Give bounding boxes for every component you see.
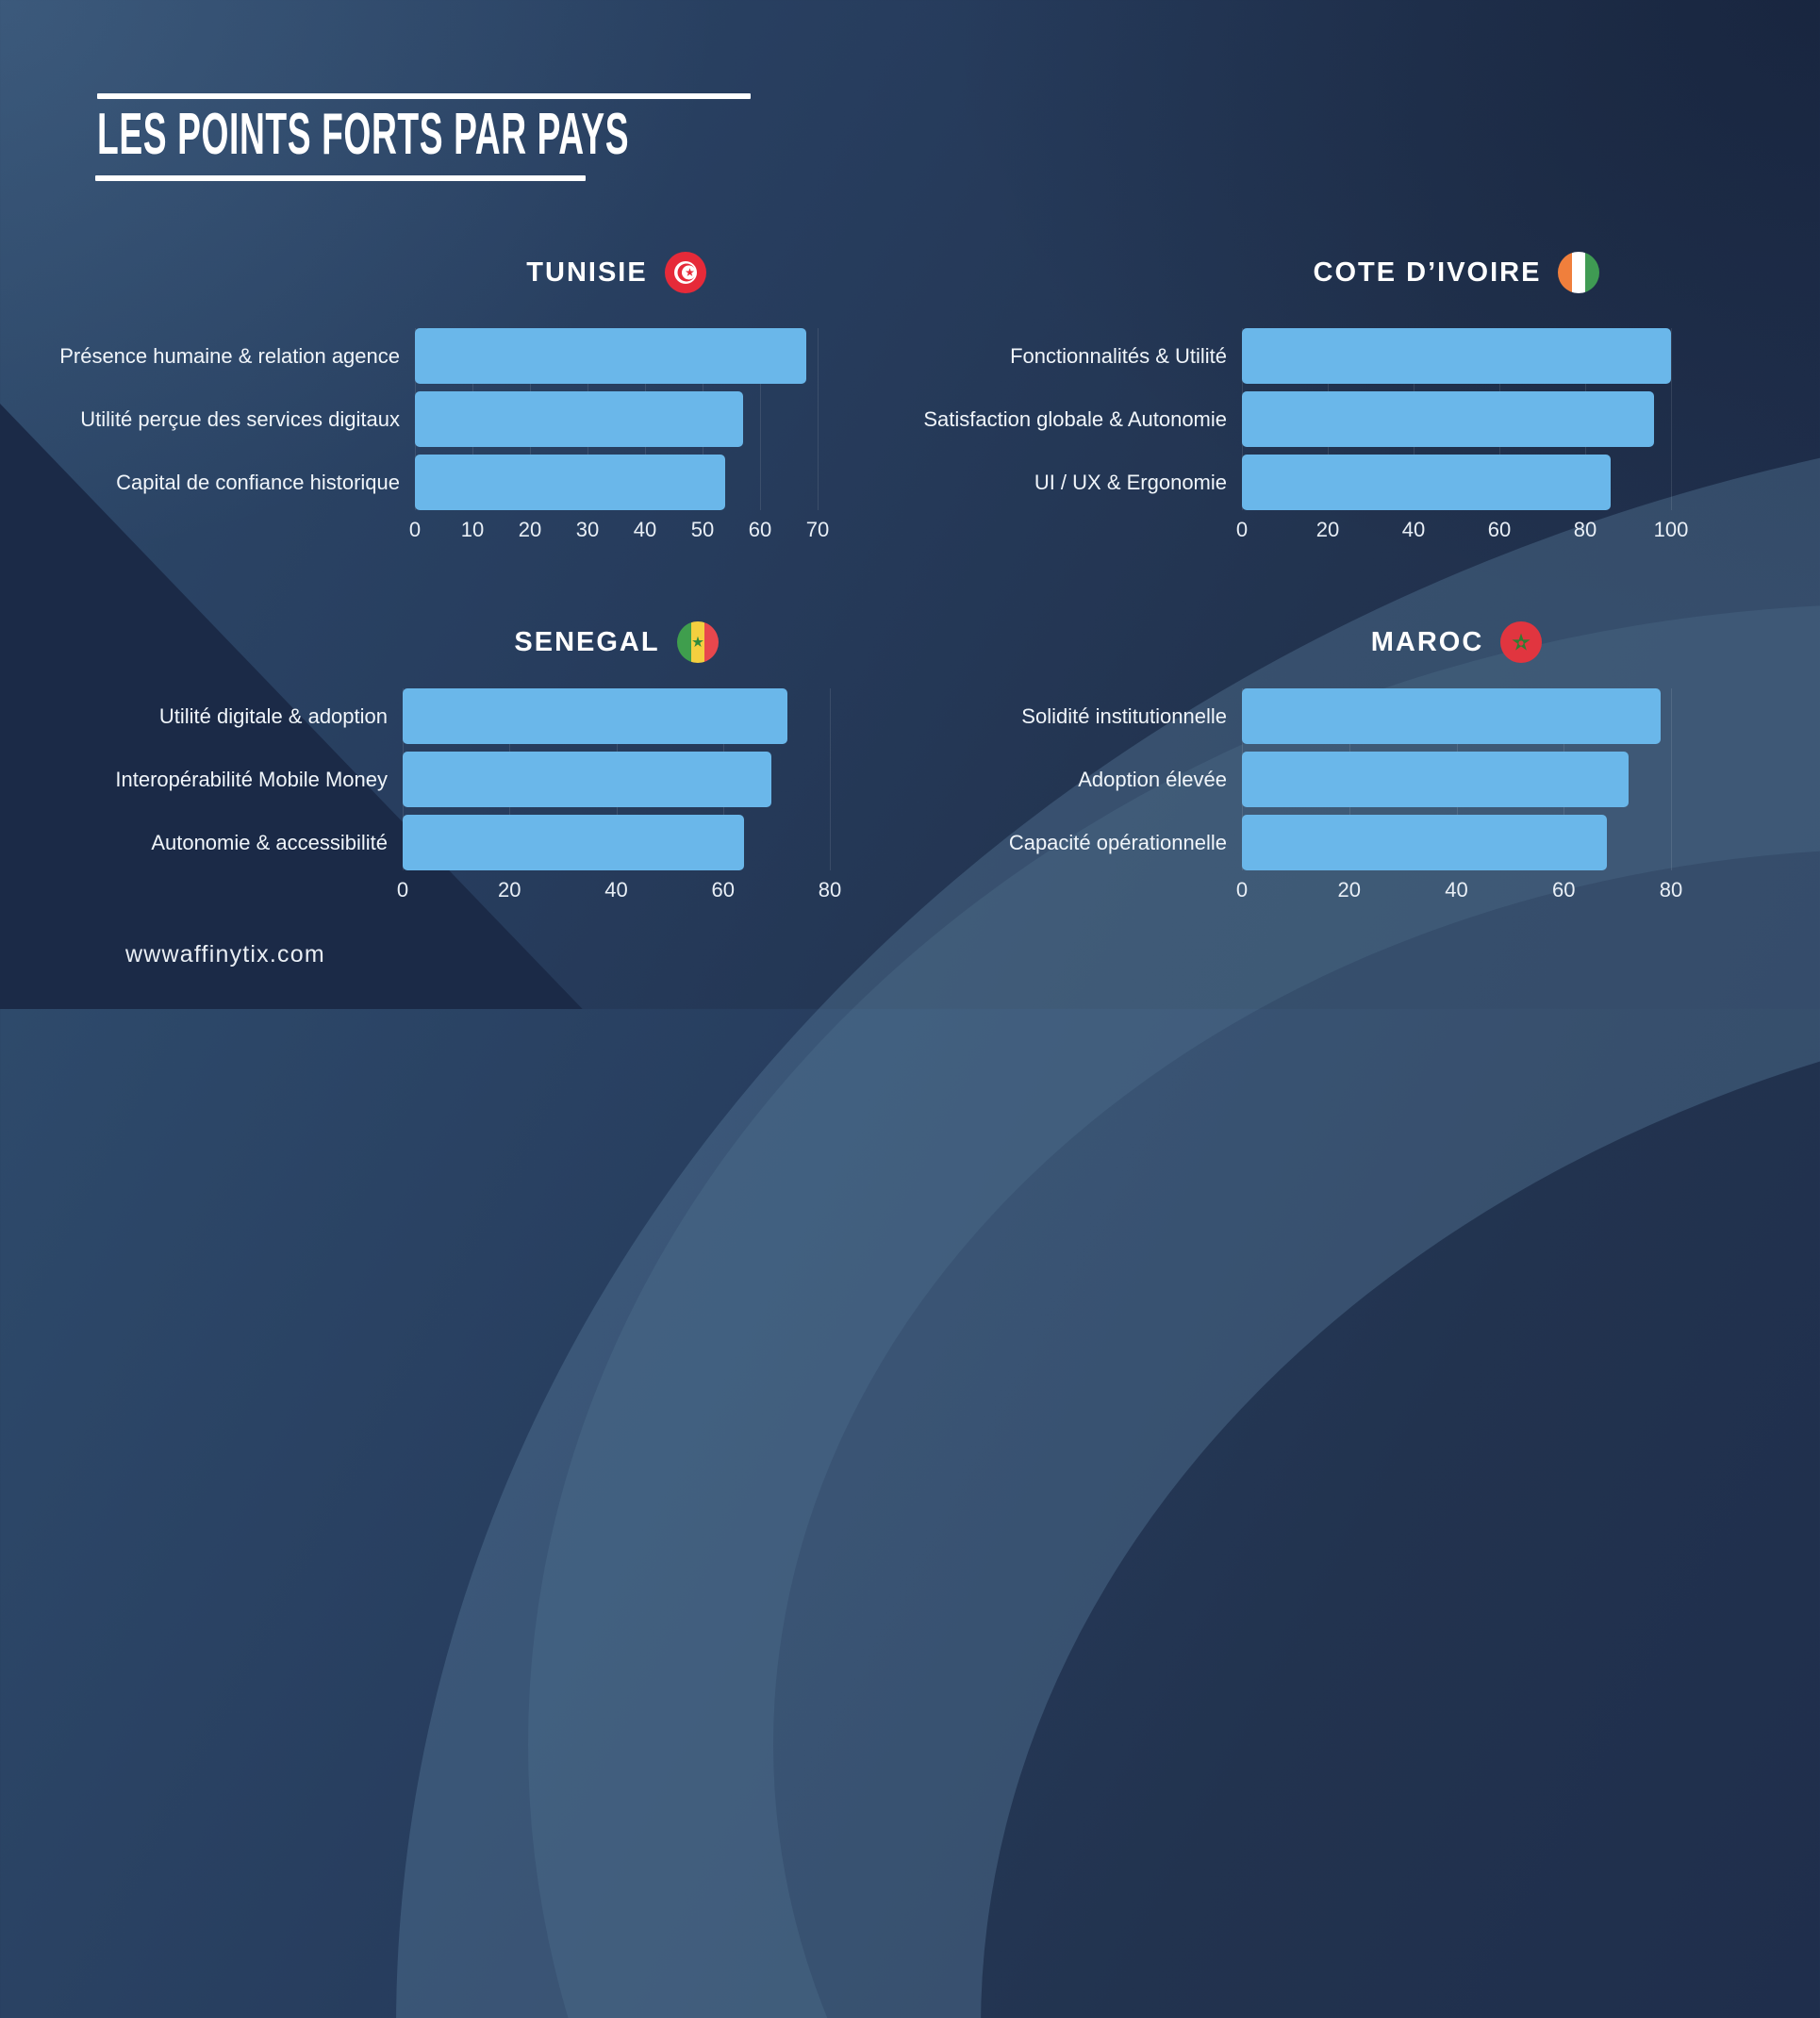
axis-tick-label: 40: [1445, 878, 1468, 901]
axis-tick-label: 80: [1659, 878, 1683, 901]
category-label: Utilité digitale & adoption: [158, 703, 388, 728]
plot-area: [403, 688, 831, 870]
category-label: Solidité institutionnelle: [1021, 703, 1227, 728]
category-label: Autonomie & accessibilité: [151, 830, 388, 854]
chart-body: Présence humaine & relation agence Utilit…: [38, 328, 829, 554]
category-label: Interopérabilité Mobile Money: [115, 767, 388, 791]
axis-tick-label: 60: [748, 518, 772, 541]
gridline: [818, 328, 819, 510]
category-labels: Fonctionnalités & Utilité Satisfaction gl…: [896, 328, 1242, 554]
x-axis: 0 10 20 30 40 50 60 70: [409, 510, 829, 554]
gridline: [760, 328, 761, 510]
axis-tick-label: 70: [805, 518, 830, 541]
chart-title-senegal: SENEGAL: [514, 626, 660, 657]
bar: [1242, 455, 1612, 510]
category-labels: Utilité digitale & adoption Interopérabil…: [38, 688, 403, 914]
plot-area: [1242, 328, 1672, 510]
bar: [1242, 688, 1661, 744]
bar: [1242, 328, 1671, 384]
axis-tick-label: 50: [690, 518, 715, 541]
bar: [1242, 815, 1607, 870]
axis-tick-label: 0: [408, 518, 422, 541]
axis-tick-label: 0: [1235, 878, 1249, 901]
chart-title-maroc: MAROC: [1370, 626, 1484, 657]
title-rule-top: [97, 93, 751, 99]
axis-tick-label: 40: [604, 878, 628, 901]
x-axis: 0 20 40 60 80: [397, 870, 841, 914]
bar: [415, 455, 726, 510]
chart-title-tunisie: TUNISIE: [526, 256, 648, 288]
axis-tick-label: 10: [460, 518, 485, 541]
category-label: Satisfaction globale & Autonomie: [923, 406, 1227, 431]
morocco-flag-icon: [1500, 621, 1543, 663]
gridline: [1671, 688, 1672, 870]
bar: [403, 688, 787, 744]
plot-wrap: 0 20 40 60 80 100: [1236, 328, 1688, 554]
category-label: Présence humaine & relation agence: [59, 343, 400, 368]
plot-wrap: 0 10 20 30 40 50 60 70: [409, 328, 829, 554]
axis-tick-label: 100: [1653, 518, 1689, 541]
category-label: Adoption élevée: [1078, 767, 1227, 791]
chart-header-maroc: MAROC: [1242, 609, 1671, 675]
axis-tick-label: 80: [1573, 518, 1597, 541]
axis-tick-label: 20: [1337, 878, 1361, 901]
category-labels: Solidité institutionnelle Adoption élevée…: [985, 688, 1242, 914]
ivory-coast-flag-icon: [1558, 252, 1600, 293]
axis-tick-label: 40: [633, 518, 657, 541]
axis-tick-label: 30: [575, 518, 600, 541]
chart-senegal: SENEGAL Utilité digitale & adoption Inter…: [38, 609, 841, 914]
bar: [415, 391, 743, 447]
senegal-flag-icon: [676, 621, 719, 663]
x-axis: 0 20 40 60 80 100: [1236, 510, 1688, 554]
axis-tick-label: 20: [1315, 518, 1340, 541]
axis-tick-label: 20: [518, 518, 542, 541]
tunisia-flag-icon: [664, 252, 706, 293]
gridline: [830, 688, 831, 870]
chart-maroc: MAROC Solidité institutionnelle Adoption …: [985, 609, 1682, 914]
chart-header-cote-divoire: COTE D’IVOIRE: [1242, 240, 1671, 306]
chart-body: Fonctionnalités & Utilité Satisfaction gl…: [896, 328, 1688, 554]
website-url: wwwaffinytix.com: [125, 941, 325, 968]
bar: [1242, 752, 1629, 807]
chart-tunisie: TUNISIE Présence humaine & relation agen…: [38, 240, 829, 554]
title-rule-bottom: [95, 175, 586, 181]
category-label: Capacité opérationnelle: [1008, 830, 1227, 854]
category-labels: Présence humaine & relation agence Utilit…: [38, 328, 415, 554]
axis-tick-label: 0: [396, 878, 409, 901]
plot-wrap: 0 20 40 60 80: [397, 688, 841, 914]
chart-title-cote-divoire: COTE D’IVOIRE: [1313, 256, 1542, 288]
bar: [403, 815, 745, 870]
axis-tick-label: 40: [1401, 518, 1426, 541]
axis-tick-label: 20: [498, 878, 521, 901]
bar: [1242, 391, 1654, 447]
axis-tick-label: 80: [818, 878, 842, 901]
x-axis: 0 20 40 60 80: [1236, 870, 1682, 914]
category-label: Capital de confiance historique: [116, 470, 400, 494]
chart-body: Solidité institutionnelle Adoption élevée…: [985, 688, 1682, 914]
plot-wrap: 0 20 40 60 80: [1236, 688, 1682, 914]
chart-cote-divoire: COTE D’IVOIRE Fonctionnalités & Utilité S…: [896, 240, 1688, 554]
bar: [415, 328, 806, 384]
plot-area: [415, 328, 819, 510]
page-title: LES POINTS FORTS PAR PAYS: [97, 102, 630, 167]
chart-header-tunisie: TUNISIE: [415, 240, 818, 306]
category-label: UI / UX & Ergonomie: [1034, 470, 1227, 494]
category-label: Fonctionnalités & Utilité: [1010, 343, 1227, 368]
chart-header-senegal: SENEGAL: [403, 609, 830, 675]
plot-area: [1242, 688, 1672, 870]
category-label: Utilité perçue des services digitaux: [80, 406, 400, 431]
axis-tick-label: 0: [1235, 518, 1249, 541]
chart-body: Utilité digitale & adoption Interopérabil…: [38, 688, 841, 914]
axis-tick-label: 60: [711, 878, 735, 901]
bar: [403, 752, 771, 807]
gridline: [1671, 328, 1672, 510]
axis-tick-label: 60: [1487, 518, 1512, 541]
axis-tick-label: 60: [1552, 878, 1576, 901]
